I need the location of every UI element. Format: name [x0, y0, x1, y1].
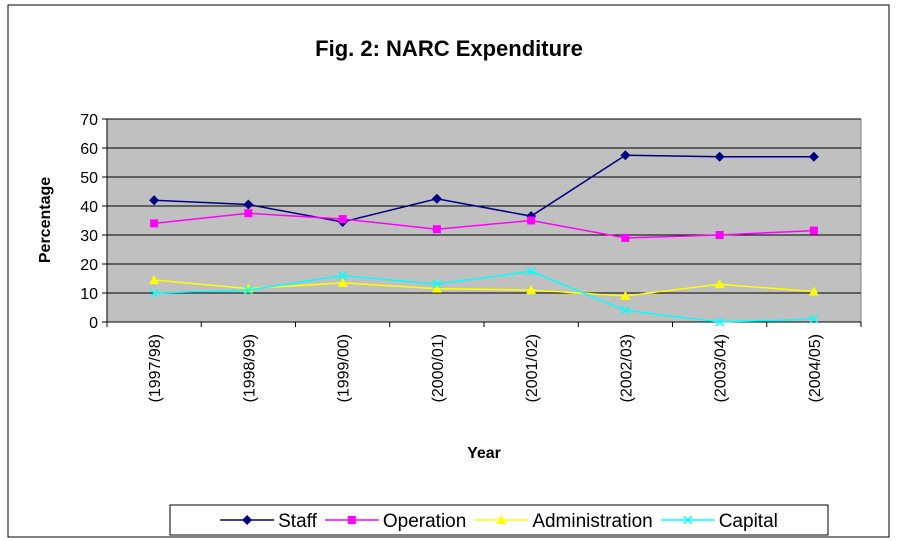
y-tick-label: 40 — [80, 199, 98, 216]
x-axis-title: Year — [467, 445, 501, 462]
legend-label: Administration — [532, 511, 652, 532]
marker — [714, 279, 725, 289]
y-tick-label: 30 — [80, 228, 98, 245]
legend: Staff Operation Administration Capital — [169, 504, 829, 536]
marker — [431, 283, 442, 293]
legend-item: Operation — [324, 511, 466, 532]
marker — [621, 233, 630, 242]
legend-label: Staff — [278, 511, 317, 532]
chart-title: Fig. 2: NARC Expenditure — [315, 36, 583, 61]
marker — [620, 150, 631, 161]
marker — [432, 279, 442, 289]
legend-item: Staff — [220, 511, 318, 532]
marker — [338, 271, 348, 281]
marker — [620, 305, 630, 315]
x-tick-label: (2001/02) — [524, 334, 541, 403]
y-tick-label: 70 — [80, 112, 98, 129]
marker — [338, 215, 347, 224]
marker — [244, 209, 253, 218]
marker — [715, 317, 725, 327]
x-tick-label: (2002/03) — [618, 334, 635, 403]
marker — [526, 285, 537, 295]
marker — [432, 225, 441, 234]
legend-label: Capital — [719, 511, 778, 532]
marker — [149, 288, 159, 298]
legend-item: Administration — [474, 511, 653, 532]
marker — [243, 285, 253, 295]
y-tick-label: 0 — [89, 315, 98, 332]
marker — [243, 199, 254, 210]
y-tick-label: 60 — [80, 141, 98, 158]
marker — [149, 274, 160, 284]
x-tick-label: (2004/05) — [807, 334, 824, 403]
plot-area — [106, 118, 862, 323]
legend-label: Operation — [383, 511, 466, 532]
marker — [809, 314, 819, 324]
marker — [715, 231, 724, 239]
x-tick-label: (1998/99) — [241, 334, 258, 403]
marker — [150, 219, 159, 228]
marker — [149, 195, 160, 206]
marker — [431, 193, 442, 204]
series-line — [154, 154, 814, 223]
x-tick-label: (1997/98) — [147, 334, 164, 403]
x-tick-label: (1999/00) — [336, 334, 353, 403]
marker — [527, 216, 536, 225]
y-tick-label: 20 — [80, 257, 98, 274]
series-line — [154, 212, 814, 239]
x-tick-label: (2003/04) — [713, 334, 730, 403]
marker — [808, 286, 819, 296]
marker — [347, 516, 356, 524]
x-tick-label: (2000/01) — [430, 334, 447, 403]
marker — [809, 226, 818, 235]
marker — [620, 290, 631, 300]
y-tick-label: 10 — [80, 286, 98, 303]
y-axis-title: Percentage — [37, 177, 54, 263]
marker — [242, 515, 253, 525]
marker — [337, 277, 348, 287]
marker — [714, 151, 725, 162]
marker — [496, 515, 507, 524]
y-tick-label: 50 — [80, 170, 98, 187]
marker — [808, 151, 819, 162]
legend-item: Capital — [660, 511, 778, 532]
series-line — [154, 270, 814, 323]
marker — [526, 266, 536, 276]
marker — [683, 515, 693, 525]
